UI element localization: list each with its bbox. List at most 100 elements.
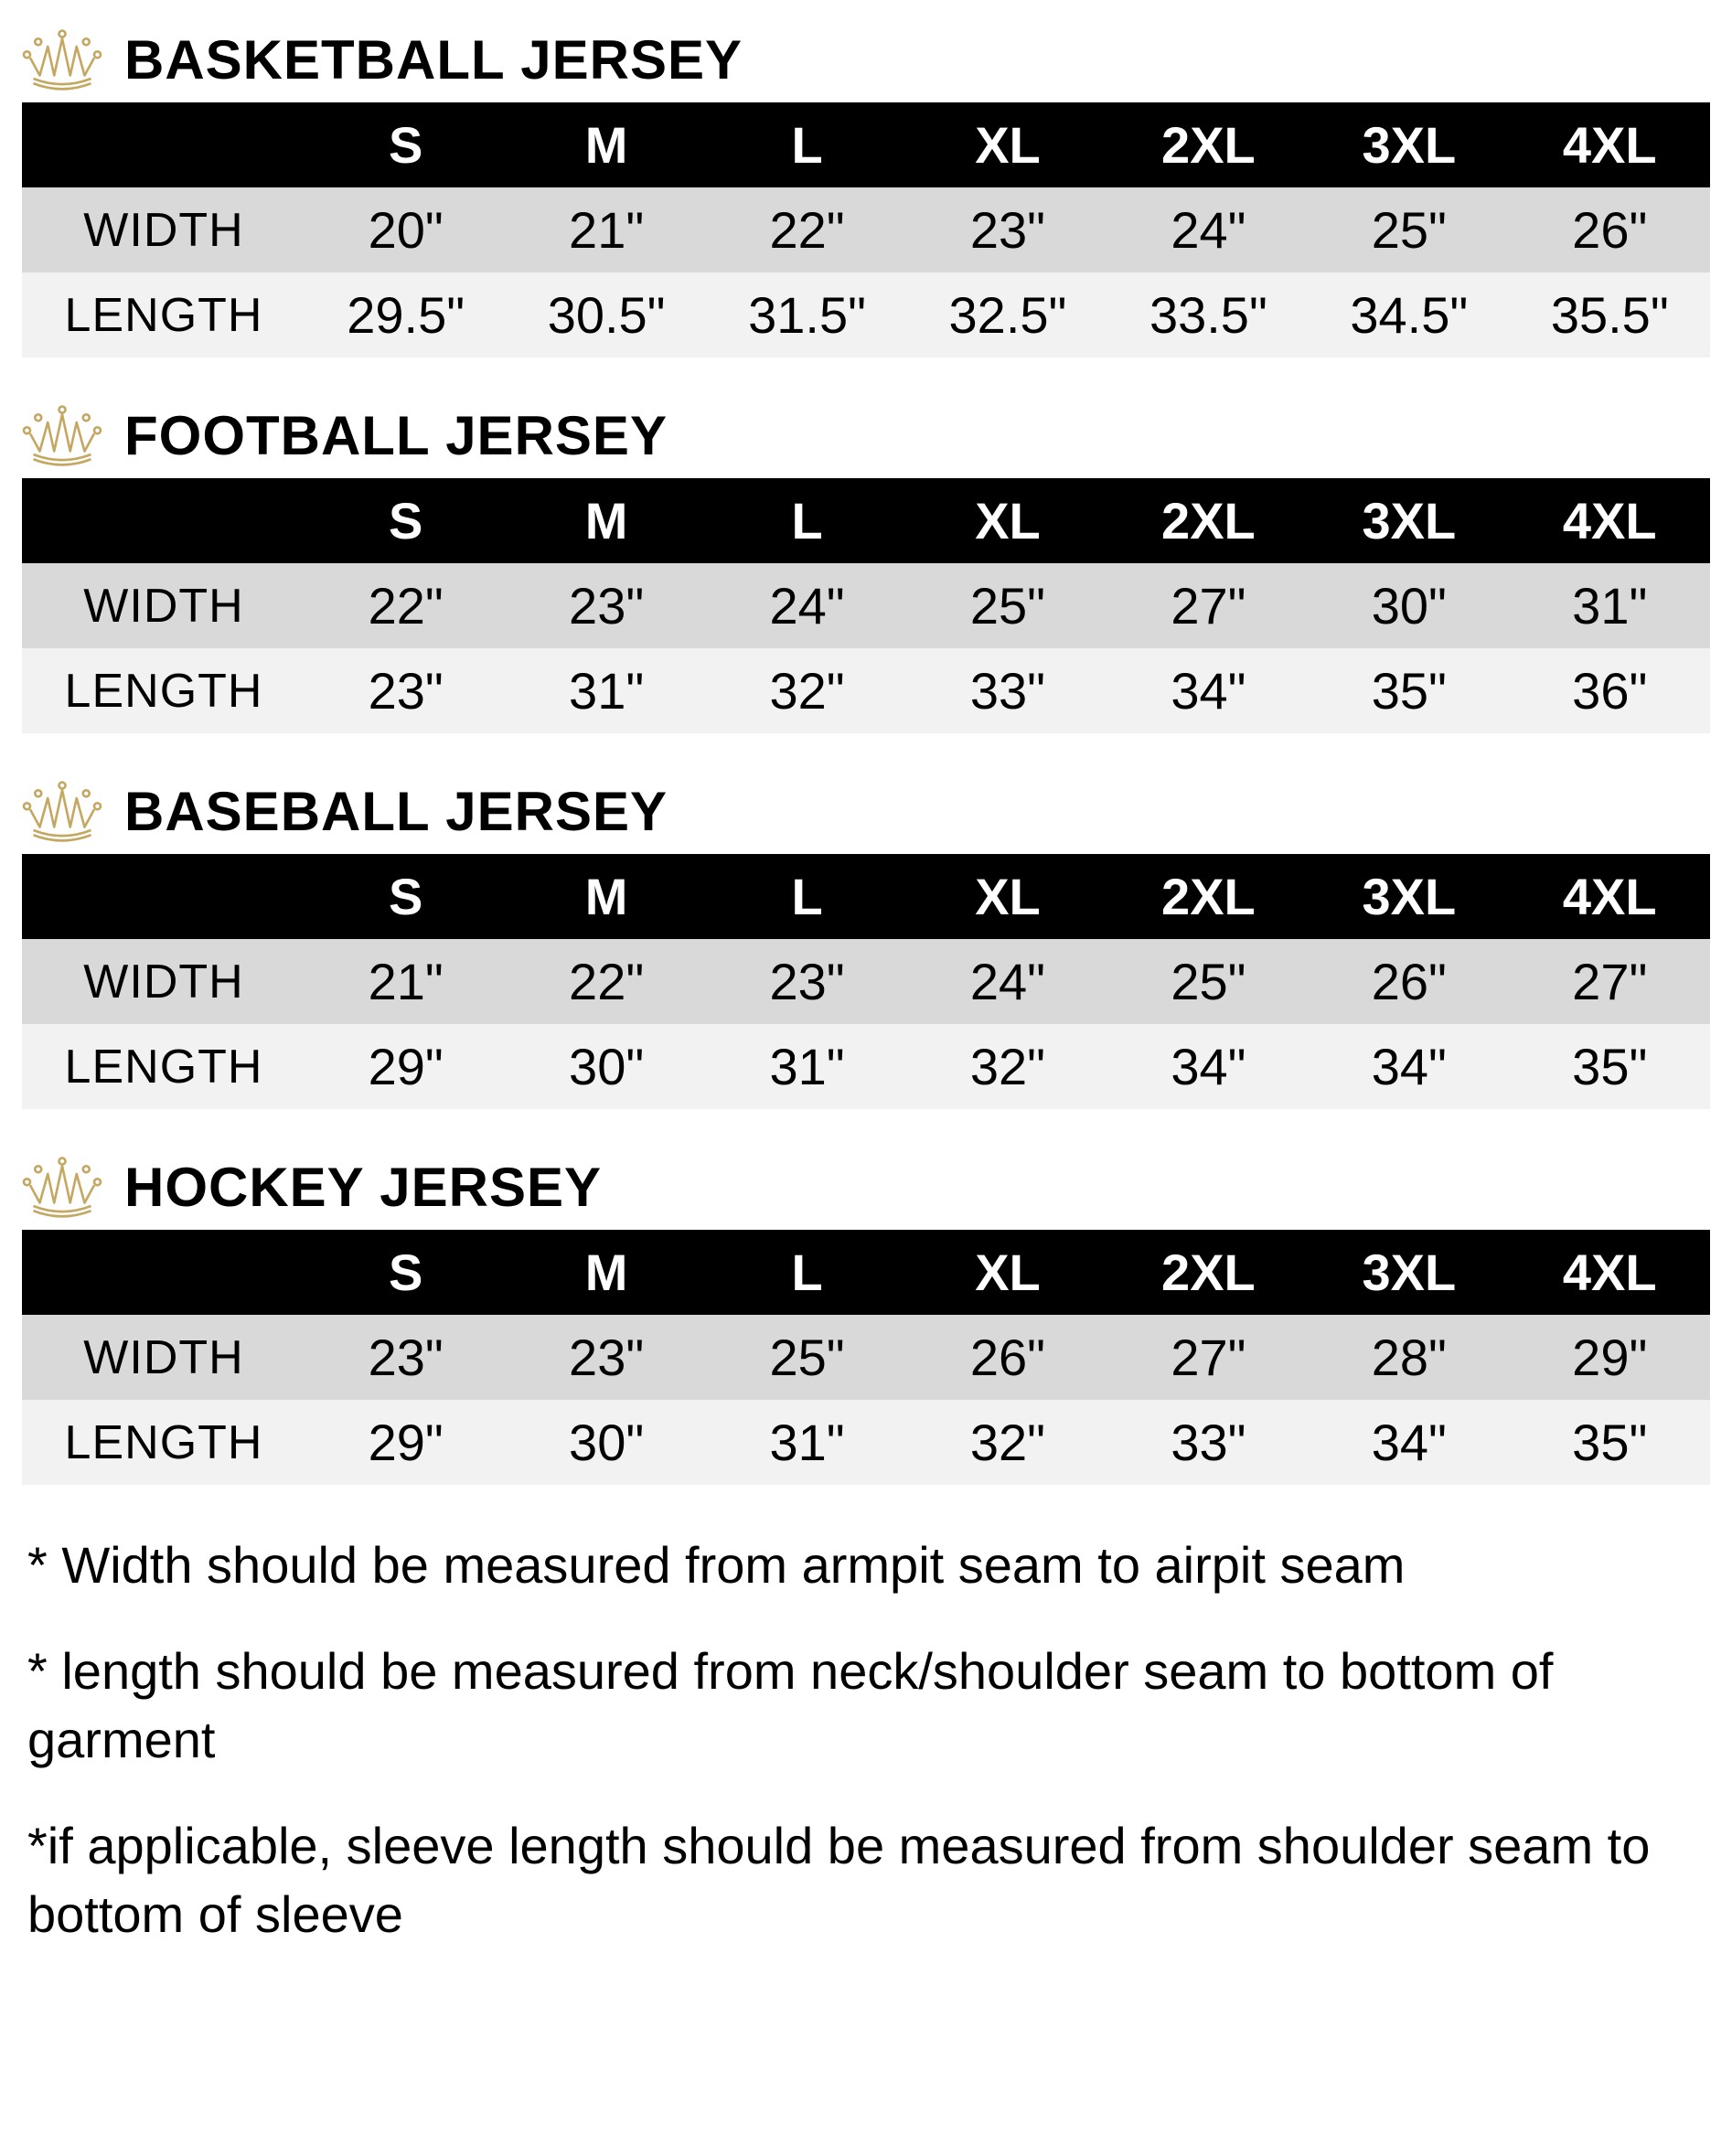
- crown-icon: [22, 27, 102, 91]
- column-header: 4XL: [1510, 102, 1710, 187]
- column-header-blank: [22, 1230, 305, 1315]
- column-header: XL: [907, 102, 1107, 187]
- table-cell: 29": [305, 1400, 506, 1485]
- crown-icon: [22, 779, 102, 843]
- column-header: S: [305, 854, 506, 939]
- column-header-blank: [22, 102, 305, 187]
- section-heading: HOCKEY JERSEY: [124, 1156, 602, 1219]
- table-cell: 31": [707, 1400, 907, 1485]
- table-cell: 34": [1309, 1400, 1509, 1485]
- column-header: M: [506, 854, 706, 939]
- table-cell: 24": [907, 939, 1107, 1024]
- table-cell: 27": [1108, 563, 1309, 648]
- table-cell: 23": [305, 648, 506, 733]
- table-cell: 34.5": [1309, 272, 1509, 358]
- size-table: SMLXL2XL3XL4XLWIDTH22"23"24"25"27"30"31"…: [22, 478, 1710, 733]
- table-cell: 35.5": [1510, 272, 1710, 358]
- section-heading: BASKETBALL JERSEY: [124, 28, 743, 91]
- row-label: LENGTH: [22, 648, 305, 733]
- table-cell: 29": [1510, 1315, 1710, 1400]
- column-header: 2XL: [1108, 102, 1309, 187]
- table-cell: 29": [305, 1024, 506, 1109]
- table-cell: 36": [1510, 648, 1710, 733]
- table-cell: 23": [707, 939, 907, 1024]
- table-cell: 23": [506, 563, 706, 648]
- table-cell: 32": [907, 1024, 1107, 1109]
- table-cell: 29.5": [305, 272, 506, 358]
- row-label: LENGTH: [22, 1024, 305, 1109]
- section-heading: BASEBALL JERSEY: [124, 780, 668, 843]
- table-cell: 31": [506, 648, 706, 733]
- column-header: XL: [907, 478, 1107, 563]
- column-header: 4XL: [1510, 854, 1710, 939]
- table-cell: 35": [1309, 648, 1509, 733]
- table-row: WIDTH20"21"22"23"24"25"26": [22, 187, 1710, 272]
- crown-icon: [22, 403, 102, 467]
- row-label: LENGTH: [22, 272, 305, 358]
- row-label: WIDTH: [22, 1315, 305, 1400]
- column-header: 2XL: [1108, 854, 1309, 939]
- table-cell: 27": [1108, 1315, 1309, 1400]
- column-header: L: [707, 1230, 907, 1315]
- table-cell: 21": [305, 939, 506, 1024]
- row-label: WIDTH: [22, 187, 305, 272]
- table-cell: 23": [305, 1315, 506, 1400]
- column-header: L: [707, 854, 907, 939]
- section-heading: FOOTBALL JERSEY: [124, 404, 668, 467]
- table-cell: 26": [1510, 187, 1710, 272]
- table-row: WIDTH23"23"25"26"27"28"29": [22, 1315, 1710, 1400]
- table-cell: 22": [305, 563, 506, 648]
- table-cell: 32.5": [907, 272, 1107, 358]
- note-text: * Width should be measured from armpit s…: [22, 1531, 1710, 1600]
- column-header: XL: [907, 854, 1107, 939]
- table-cell: 31": [1510, 563, 1710, 648]
- table-row: LENGTH29"30"31"32"33"34"35": [22, 1400, 1710, 1485]
- table-row: LENGTH23"31"32"33"34"35"36": [22, 648, 1710, 733]
- size-table: SMLXL2XL3XL4XLWIDTH23"23"25"26"27"28"29"…: [22, 1230, 1710, 1485]
- column-header: 2XL: [1108, 478, 1309, 563]
- size-chart-section: BASKETBALL JERSEYSMLXL2XL3XL4XLWIDTH20"2…: [22, 27, 1710, 358]
- table-cell: 30": [506, 1024, 706, 1109]
- row-label: WIDTH: [22, 939, 305, 1024]
- column-header: M: [506, 478, 706, 563]
- column-header: 3XL: [1309, 1230, 1509, 1315]
- crown-icon: [22, 1155, 102, 1219]
- column-header: L: [707, 478, 907, 563]
- table-cell: 35": [1510, 1024, 1710, 1109]
- table-cell: 22": [707, 187, 907, 272]
- column-header: 4XL: [1510, 478, 1710, 563]
- section-title: FOOTBALL JERSEY: [22, 403, 1710, 467]
- table-cell: 25": [907, 563, 1107, 648]
- column-header: L: [707, 102, 907, 187]
- table-cell: 34": [1309, 1024, 1509, 1109]
- table-cell: 31.5": [707, 272, 907, 358]
- table-cell: 23": [907, 187, 1107, 272]
- table-cell: 21": [506, 187, 706, 272]
- table-cell: 35": [1510, 1400, 1710, 1485]
- section-title: HOCKEY JERSEY: [22, 1155, 1710, 1219]
- table-cell: 34": [1108, 648, 1309, 733]
- column-header: S: [305, 102, 506, 187]
- table-cell: 24": [707, 563, 907, 648]
- column-header: S: [305, 1230, 506, 1315]
- table-cell: 32": [707, 648, 907, 733]
- table-cell: 26": [1309, 939, 1509, 1024]
- size-chart-section: HOCKEY JERSEYSMLXL2XL3XL4XLWIDTH23"23"25…: [22, 1155, 1710, 1485]
- column-header-blank: [22, 854, 305, 939]
- table-cell: 27": [1510, 939, 1710, 1024]
- column-header: M: [506, 102, 706, 187]
- table-cell: 30": [1309, 563, 1509, 648]
- table-cell: 26": [907, 1315, 1107, 1400]
- note-text: * length should be measured from neck/sh…: [22, 1637, 1710, 1775]
- size-table: SMLXL2XL3XL4XLWIDTH21"22"23"24"25"26"27"…: [22, 854, 1710, 1109]
- table-cell: 33": [1108, 1400, 1309, 1485]
- row-label: WIDTH: [22, 563, 305, 648]
- column-header: 3XL: [1309, 478, 1509, 563]
- column-header: 3XL: [1309, 854, 1509, 939]
- table-cell: 22": [506, 939, 706, 1024]
- note-text: *if applicable, sleeve length should be …: [22, 1811, 1710, 1949]
- table-cell: 30.5": [506, 272, 706, 358]
- notes-section: * Width should be measured from armpit s…: [22, 1531, 1710, 1949]
- table-cell: 25": [1309, 187, 1509, 272]
- table-row: WIDTH22"23"24"25"27"30"31": [22, 563, 1710, 648]
